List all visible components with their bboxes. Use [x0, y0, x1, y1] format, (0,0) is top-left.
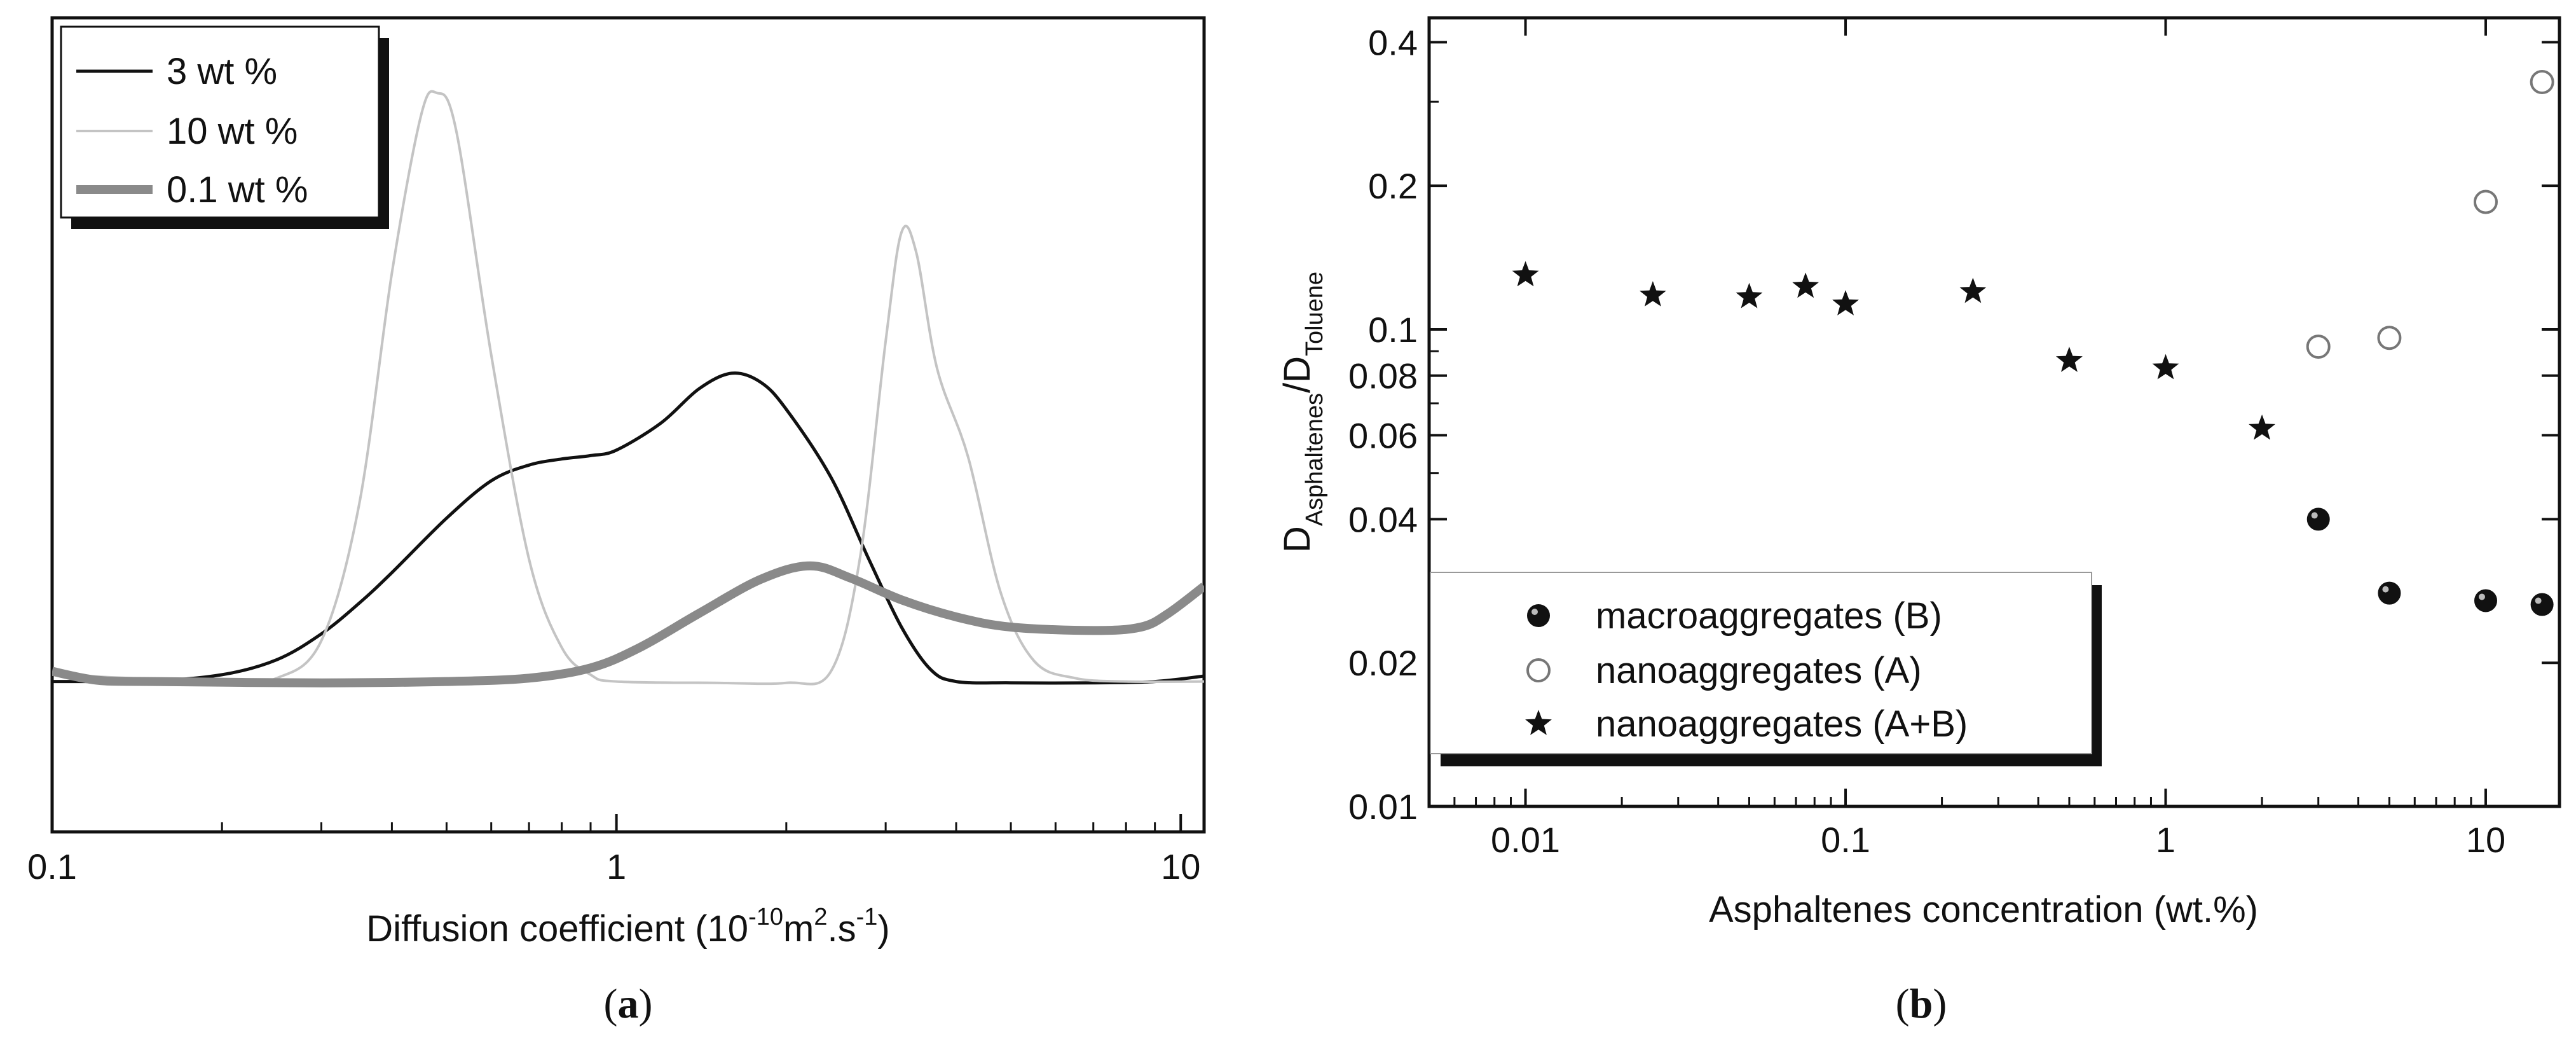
legend-label-nano: nanoaggregates (A): [1596, 650, 1922, 691]
legend-label-3wt: 3 wt %: [167, 51, 277, 92]
data-point-star: [1832, 290, 1859, 315]
series-group-a: [52, 90, 1204, 687]
x-ticks-a: 0.1 1 10: [27, 814, 1200, 887]
data-point-star: [1640, 281, 1666, 307]
caption-b: (b): [1896, 981, 1947, 1027]
x-tick-label: 0.01: [1491, 820, 1560, 860]
series-line-1: [52, 90, 1204, 686]
legend-marker-icon-highlight: [1531, 609, 1538, 615]
data-point-open-circle: [2377, 326, 2402, 350]
legend-marker-nano: [1526, 658, 1551, 682]
series-line-2: [52, 561, 1204, 687]
x-tick-label: 1: [2156, 820, 2175, 860]
data-point-filled-circle: [2306, 508, 2330, 531]
data-point-star: [1959, 277, 1987, 303]
legend-label-0p1wt: 0.1 wt %: [167, 169, 308, 211]
legend-b: macroaggregates (B) nanoaggregates (A) n…: [1430, 572, 2102, 766]
x-tick-label: 0.1: [27, 846, 77, 887]
data-point-open-circle: [2306, 335, 2331, 359]
x-axis-label-a: Diffusion coefficient (10-10m2.s-1): [366, 904, 889, 950]
legend-marker-icon: [1525, 710, 1552, 735]
data-point-filled-circle-highlight: [2382, 586, 2389, 593]
y-tick-label: 0.4: [1368, 22, 1418, 62]
data-point-star: [2152, 354, 2179, 380]
data-point-filled-circle: [2530, 593, 2554, 616]
y-tick-label: 0.06: [1348, 415, 1418, 455]
y-axis-label-b: DAsphaltenes/DToluene: [1277, 272, 1328, 553]
y-tick-label: 0.01: [1348, 787, 1418, 827]
legend-marker-icon: [1527, 604, 1550, 627]
data-point-open-circle: [2473, 190, 2498, 214]
data-point-filled-circle-highlight: [2535, 597, 2542, 604]
data-point-filled-circle-highlight: [2311, 512, 2318, 519]
points-group-b: [1512, 70, 2554, 616]
legend-label-macro: macroaggregates (B): [1596, 595, 1942, 637]
data-point-filled-circle: [2474, 589, 2497, 612]
data-point-star: [2056, 347, 2083, 372]
data-point-star: [2249, 414, 2275, 440]
y-ticks-b: 0.01 0.02 0.04 0.06 0.08 0.1 0.2 0.4: [1348, 22, 2559, 827]
legend-label-nano-ab: nanoaggregates (A+B): [1596, 703, 1968, 745]
x-ticks-b: 0.01 0.1 1 10: [1453, 18, 2505, 860]
legend-marker-nano-ab: [1525, 710, 1552, 735]
caption-a: (a): [604, 981, 653, 1027]
legend-marker-icon: [1526, 658, 1551, 682]
y-tick-label: 0.02: [1348, 643, 1418, 683]
panel-a: 0.1 1 10 3 wt % 10 wt % 0.1 wt % Diffusion…: [27, 16, 1206, 1027]
legend-marker-macro: [1527, 604, 1550, 627]
x-axis-label-b: Asphaltenes concentration (wt.%): [1709, 889, 2258, 930]
x-tick-label: 0.1: [1821, 820, 1870, 860]
x-tick-label: 1: [606, 846, 626, 887]
data-point-open-circle: [2530, 70, 2554, 95]
y-tick-label: 0.1: [1368, 310, 1418, 350]
x-tick-label: 10: [1161, 846, 1200, 887]
data-point-filled-circle-highlight: [2478, 593, 2485, 600]
legend-a: 3 wt % 10 wt % 0.1 wt %: [60, 25, 389, 229]
y-tick-label: 0.08: [1348, 356, 1418, 396]
data-point-star: [1736, 282, 1763, 308]
x-tick-label: 10: [2466, 820, 2505, 860]
data-point-star: [1512, 261, 1539, 287]
legend-label-10wt: 10 wt %: [167, 111, 298, 152]
data-point-filled-circle: [2378, 581, 2401, 605]
data-point-star: [1792, 272, 1819, 298]
panel-b: 0.01 0.1 1 10 0.01 0.02 0.04 0.06 0.08 0.1 0.2 0.4…: [1277, 16, 2561, 1027]
y-tick-label: 0.2: [1368, 166, 1418, 206]
y-tick-label: 0.04: [1348, 499, 1418, 539]
series-line-0: [52, 371, 1204, 685]
